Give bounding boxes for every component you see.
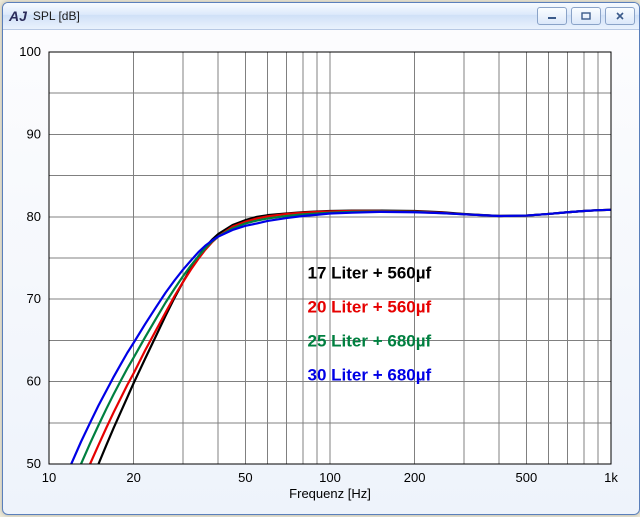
maximize-button[interactable]	[571, 7, 601, 25]
svg-text:100: 100	[19, 44, 41, 59]
legend-item: 20 Liter + 560µf	[308, 298, 432, 317]
svg-text:200: 200	[404, 470, 426, 485]
svg-text:100: 100	[319, 470, 341, 485]
svg-text:80: 80	[27, 209, 41, 224]
title-bar[interactable]: AJ SPL [dB]	[3, 3, 639, 30]
app-window: AJ SPL [dB] 50 60 70 80 90 100 10 20 50 100 200 500…	[2, 2, 640, 515]
svg-text:90: 90	[27, 126, 41, 141]
window-buttons	[537, 7, 635, 25]
spl-chart: 50 60 70 80 90 100 10 20 50 100 200 500 1k Frequenz […	[3, 30, 639, 513]
svg-text:Frequenz [Hz]: Frequenz [Hz]	[289, 486, 371, 501]
chart-area: 50 60 70 80 90 100 10 20 50 100 200 500 1k Frequenz […	[3, 30, 639, 514]
svg-text:50: 50	[238, 470, 252, 485]
legend-item: 30 Liter + 680µf	[308, 366, 432, 385]
svg-text:1k: 1k	[604, 470, 618, 485]
minimize-icon	[547, 12, 557, 20]
legend-item: 25 Liter + 680µf	[308, 332, 432, 351]
svg-text:60: 60	[27, 374, 41, 389]
close-button[interactable]	[605, 7, 635, 25]
svg-text:50: 50	[27, 456, 41, 471]
close-icon	[615, 12, 625, 20]
svg-text:500: 500	[516, 470, 538, 485]
svg-text:10: 10	[42, 470, 56, 485]
legend-item: 17 Liter + 560µf	[308, 264, 432, 283]
minimize-button[interactable]	[537, 7, 567, 25]
svg-text:70: 70	[27, 291, 41, 306]
app-icon: AJ	[9, 8, 27, 24]
svg-text:20: 20	[126, 470, 140, 485]
window-title: SPL [dB]	[33, 9, 537, 23]
maximize-icon	[581, 12, 591, 20]
